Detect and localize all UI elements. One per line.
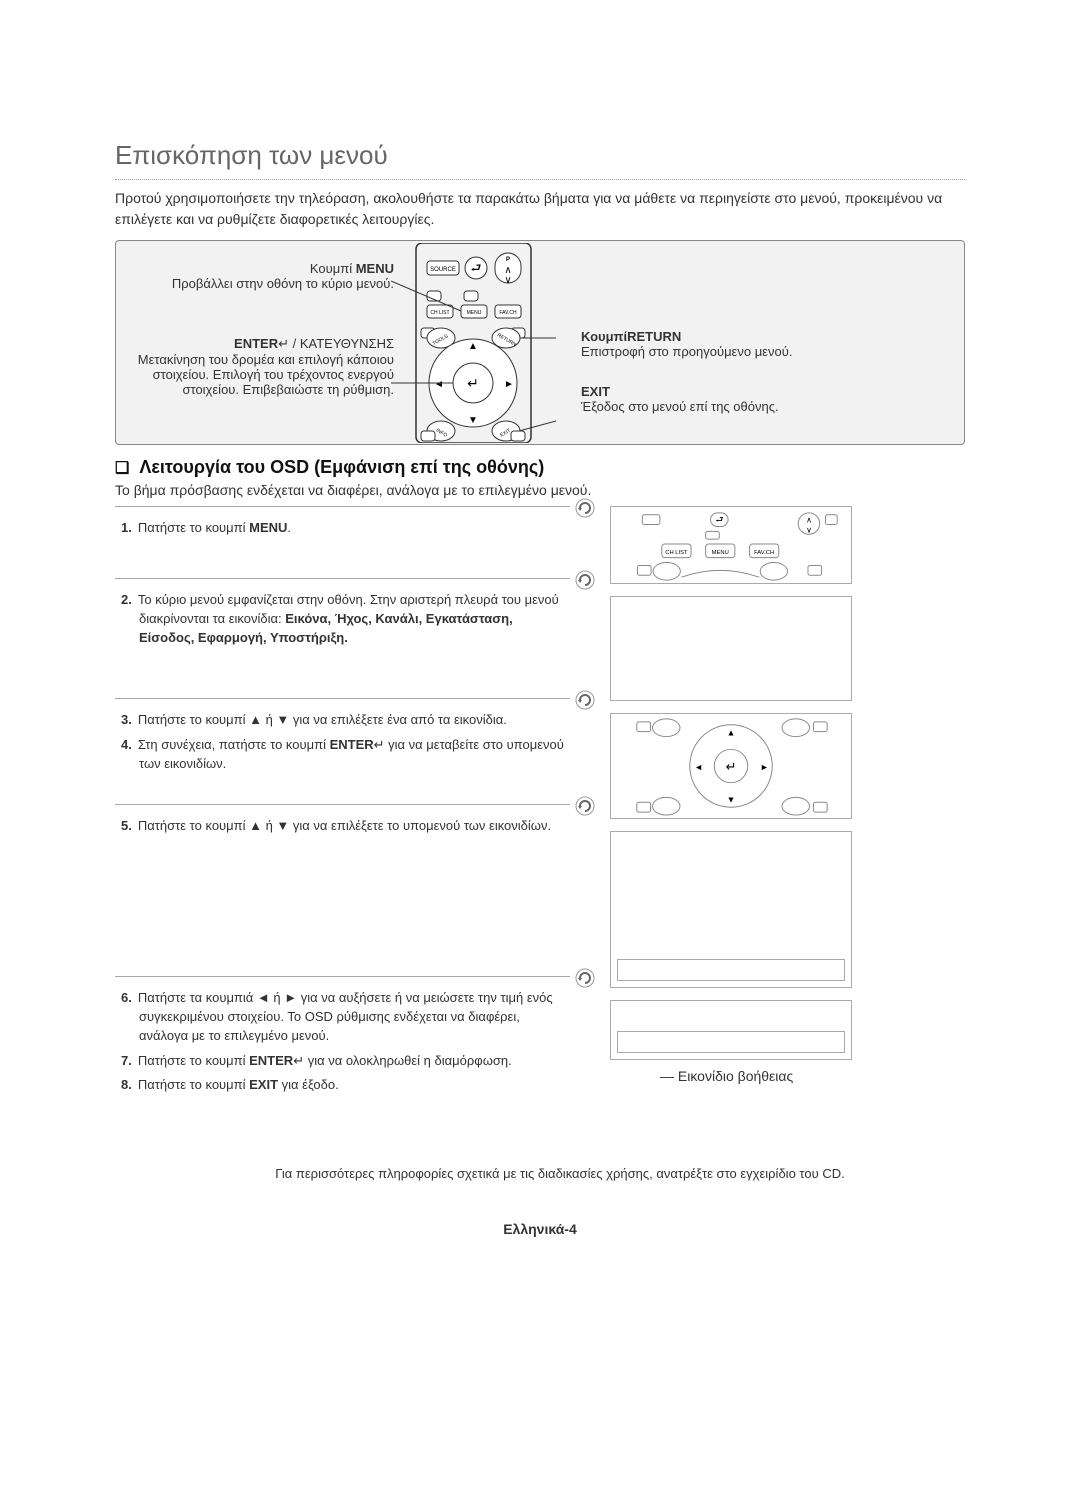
mini-remote-top: ⮐ ∧ ∨ CH LIST MENU FAV.CH	[610, 506, 852, 584]
svg-text:▲: ▲	[727, 728, 736, 738]
svg-text:CH LIST: CH LIST	[665, 550, 688, 556]
svg-text:◄: ◄	[434, 379, 444, 390]
svg-text:MENU: MENU	[712, 550, 729, 556]
return-label: ΚουμπίRETURN	[581, 329, 681, 344]
svg-text:P: P	[506, 257, 510, 263]
svg-text:►: ►	[760, 762, 769, 772]
svg-text:CH LIST: CH LIST	[430, 310, 449, 316]
exit-desc: Έξοδος στο μενού επί της οθόνης.	[581, 399, 779, 414]
mini-screen-5	[610, 1000, 852, 1060]
step-5: 5.Πατήστε το κουμπί ▲ ή ▼ για να επιλέξε…	[115, 804, 570, 976]
exit-label: EXIT	[581, 384, 610, 399]
svg-text:◄: ◄	[694, 762, 703, 772]
svg-text:↵: ↵	[467, 375, 479, 391]
osd-intro: Το βήμα πρόσβασης ενδέχεται να διαφέρει,…	[115, 482, 965, 498]
repeat-icon	[574, 795, 596, 817]
step-2: 2.Το κύριο μενού εμφανίζεται στην οθόνη.…	[115, 578, 570, 698]
mini-screen-4	[610, 831, 852, 988]
mini-screen-2	[610, 596, 852, 701]
page-number: Ελληνικά-4	[115, 1221, 965, 1237]
svg-text:▼: ▼	[727, 794, 736, 804]
step-1: 1.Πατήστε το κουμπί MENU.	[115, 506, 570, 578]
menu-button-label: Κουμπί MENU	[310, 261, 394, 276]
illustration-column: ⮐ ∧ ∨ CH LIST MENU FAV.CH	[610, 506, 852, 1060]
divider	[115, 179, 965, 180]
mini-dpad: ↵ ▲ ▼ ◄ ►	[610, 713, 852, 819]
return-desc: Επιστροφή στο προηγούμενο μενού.	[581, 344, 792, 359]
repeat-icon	[574, 967, 596, 989]
mini-inner-box	[617, 959, 845, 981]
enter-desc: Μετακίνηση του δρομέα και επιλογή κάποιο…	[138, 352, 394, 397]
remote-right-labels: ΚουμπίRETURN Επιστροφή στο προηγούμενο μ…	[581, 329, 841, 414]
steps-container: 1.Πατήστε το κουμπί MENU. 2.Το κύριο μεν…	[115, 506, 965, 1111]
svg-text:SOURCE: SOURCE	[430, 267, 456, 273]
svg-text:FAV.CH: FAV.CH	[754, 550, 774, 556]
steps-list: 1.Πατήστε το κουμπί MENU. 2.Το κύριο μεν…	[115, 506, 570, 1111]
enter-label: ENTER↵ / ΚΑΤΕΥΘΥΝΣΗΣ	[234, 336, 394, 351]
footer-note: Για περισσότερες πληροφορίες σχετικά με …	[115, 1166, 965, 1181]
repeat-icon	[574, 569, 596, 591]
osd-heading: ❏Λειτουργία του OSD (Εμφάνιση επί της οθ…	[115, 457, 965, 478]
help-icon-label: — Εικονίδιο βοήθειας	[660, 1068, 793, 1084]
svg-text:∧: ∧	[806, 516, 812, 525]
page-title: Επισκόπηση των μενού	[115, 140, 965, 171]
svg-text:∨: ∨	[504, 275, 511, 286]
repeat-icon	[574, 497, 596, 519]
svg-text:∨: ∨	[806, 525, 812, 534]
remote-left-labels: Κουμπί MENU Προβάλλει στην οθόνη το κύρι…	[114, 261, 394, 397]
svg-text:►: ►	[504, 379, 514, 390]
repeat-icon	[574, 689, 596, 711]
svg-text:▼: ▼	[468, 415, 478, 426]
checkbox-icon: ❏	[115, 460, 129, 477]
intro-text: Προτού χρησιμοποιήσετε την τηλεόραση, ακ…	[115, 188, 965, 230]
step-6: 6.Πατήστε τα κουμπιά ◄ ή ► για να αυξήσε…	[115, 976, 570, 1111]
step-3: 3.Πατήστε το κουμπί ▲ ή ▼ για να επιλέξε…	[115, 698, 570, 804]
remote-control-illustration: SOURCE ⮐ P ∧ ∨ CH LIST MENU FAV.CH TOOLS	[391, 243, 556, 443]
svg-text:⮐: ⮐	[715, 515, 723, 525]
svg-text:FAV.CH: FAV.CH	[499, 310, 517, 316]
svg-text:▲: ▲	[468, 341, 478, 352]
svg-text:↵: ↵	[726, 759, 737, 774]
menu-button-desc: Προβάλλει στην οθόνη το κύριο μενού.	[172, 276, 394, 291]
svg-text:MENU: MENU	[467, 310, 482, 316]
remote-diagram-section: Κουμπί MENU Προβάλλει στην οθόνη το κύρι…	[115, 240, 965, 445]
mini-inner-box	[617, 1031, 845, 1053]
svg-text:⮐: ⮐	[471, 261, 482, 275]
